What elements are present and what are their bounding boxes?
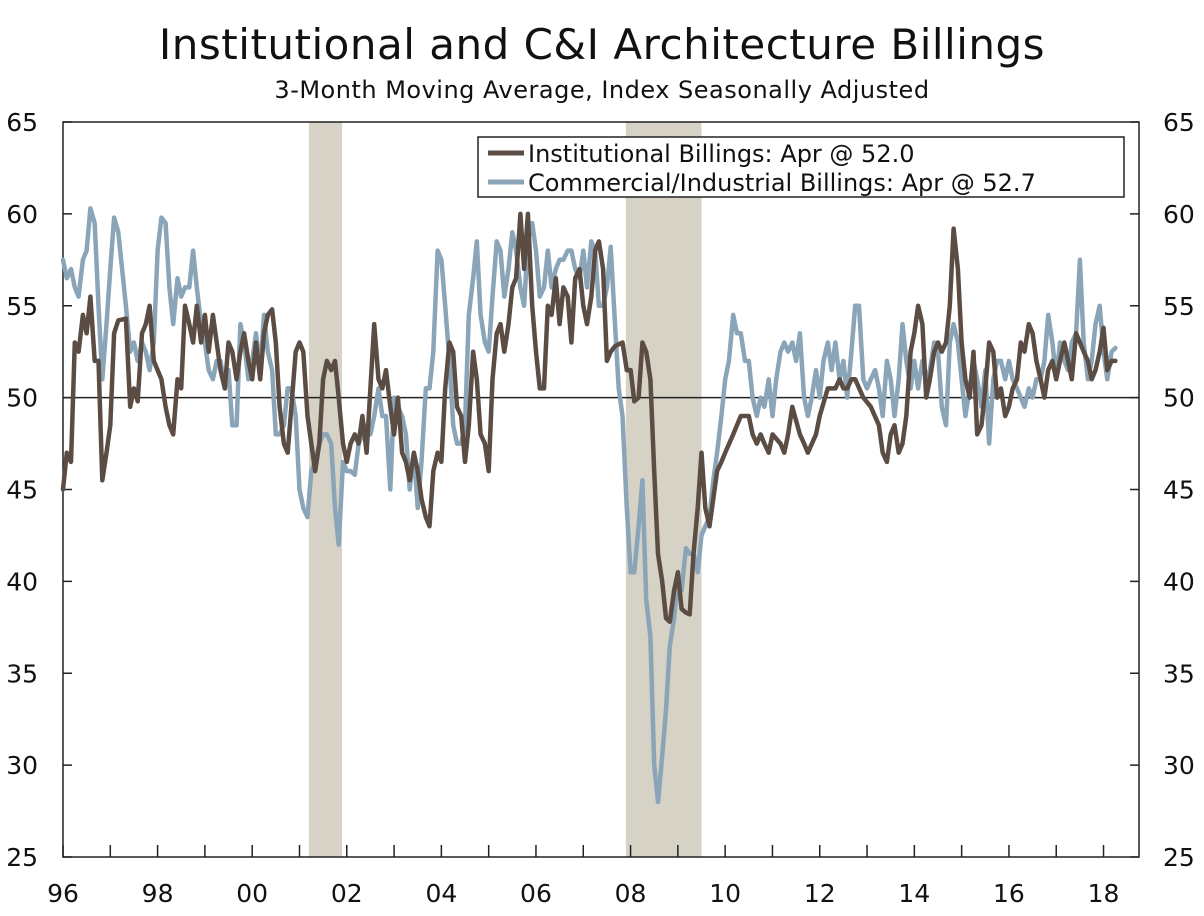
legend-box <box>477 136 1125 198</box>
y-tick-label-left: 30 <box>6 751 38 780</box>
y-tick-label-right: 55 <box>1163 292 1195 321</box>
y-tick-label-right: 65 <box>1163 108 1195 137</box>
y-tick-label-right: 45 <box>1163 476 1195 505</box>
y-tick-label-left: 65 <box>6 108 38 137</box>
y-axis-ticks: 25 25 30 30 35 35 40 40 45 45 50 50 55 55 60 60 65 65 <box>6 108 1195 872</box>
plot-frame <box>62 121 1140 858</box>
recession-band-1 <box>308 122 343 857</box>
y-tick-label-right: 60 <box>1163 200 1195 229</box>
y-tick-label-left: 25 <box>6 843 38 872</box>
y-tick-label-left: 35 <box>6 659 38 688</box>
y-tick-label-right: 35 <box>1163 659 1195 688</box>
x-tick-label: 16 <box>993 879 1025 908</box>
x-tick-label: 98 <box>142 879 174 908</box>
legend: Institutional Billings: Apr @ 52.0 Comme… <box>477 136 1125 198</box>
legend-label-commercial: Commercial/Industrial Billings: Apr @ 52… <box>528 169 1036 197</box>
y-tick-label-left: 55 <box>6 292 38 321</box>
legend-label-institutional: Institutional Billings: Apr @ 52.0 <box>528 140 914 168</box>
x-tick-label: 02 <box>331 879 363 908</box>
x-tick-label: 04 <box>425 879 457 908</box>
x-tick-label: 14 <box>898 879 930 908</box>
y-tick-label-left: 45 <box>6 476 38 505</box>
x-tick-label: 08 <box>615 879 647 908</box>
x-axis-ticks: 96 98 00 02 04 06 08 10 12 14 16 18 <box>47 845 1119 908</box>
x-tick-label: 12 <box>804 879 836 908</box>
chart-title: Institutional and C&I Architecture Billi… <box>158 20 1046 69</box>
y-tick-label-right: 30 <box>1163 751 1195 780</box>
x-tick-label: 06 <box>520 879 552 908</box>
y-tick-label-right: 40 <box>1163 567 1195 596</box>
x-tick-label: 18 <box>1088 879 1120 908</box>
y-tick-label-left: 40 <box>6 567 38 596</box>
x-tick-label: 96 <box>47 879 79 908</box>
series-line-institutional <box>60 211 1118 625</box>
y-tick-label-left: 60 <box>6 200 38 229</box>
y-tick-label-right: 25 <box>1163 843 1195 872</box>
y-tick-label-right: 50 <box>1163 384 1195 413</box>
x-tick-label: 00 <box>236 879 268 908</box>
series-lines <box>60 206 1118 805</box>
chart-subtitle: 3-Month Moving Average, Index Seasonally… <box>274 76 930 104</box>
x-tick-label: 10 <box>709 879 741 908</box>
y-tick-label-left: 50 <box>6 384 38 413</box>
